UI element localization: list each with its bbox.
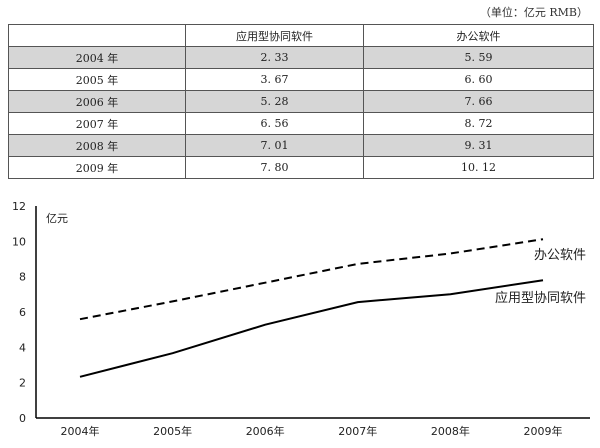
cell-office: 7. 66 [363,90,594,113]
y-tick-label: 6 [19,306,26,319]
cell-collab: 7. 01 [185,134,364,157]
x-tick-labels: 2004年 2005年 2006年 2007年 2008年 2009年 [61,424,563,438]
table-row: 2006 年 5. 28 7. 66 [8,90,594,113]
cell-year: 2007 年 [8,112,186,135]
x-tick-label: 2007年 [338,424,377,438]
y-tick-labels: 0 2 4 6 8 10 12 [12,200,26,425]
cell-year: 2004 年 [8,46,186,69]
cell-collab: 2. 33 [185,46,364,69]
unit-note: （单位：亿元 RMB） [479,6,588,19]
series-line-office [79,238,544,321]
table-row: 2008 年 7. 01 9. 31 [8,134,594,157]
series-lines [79,238,544,378]
header-year [8,24,186,47]
cell-year: 2009 年 [8,156,186,179]
cell-office: 6. 60 [363,68,594,91]
series-label: 应用型协同软件 [495,290,586,306]
cell-collab: 3. 67 [185,68,364,91]
header-office: 办公软件 [363,24,594,47]
table-row: 2007 年 6. 56 8. 72 [8,112,594,135]
cell-collab: 6. 56 [185,112,364,135]
cell-office: 9. 31 [363,134,594,157]
table-header-row: 应用型协同软件 办公软件 [8,24,594,47]
data-table: 应用型协同软件 办公软件 2004 年 2. 33 5. 59 2005 年 3… [8,24,594,179]
y-tick-label: 12 [12,200,26,213]
y-tick-label: 0 [19,412,26,425]
cell-year: 2005 年 [8,68,186,91]
cell-year: 2006 年 [8,90,186,113]
series-line-collab [79,279,544,378]
cell-office: 5. 59 [363,46,594,69]
x-tick-label: 2004年 [61,424,100,438]
y-tick-label: 8 [19,271,26,284]
y-tick-label: 4 [19,341,26,354]
cell-office: 10. 12 [363,156,594,179]
y-tick-label: 2 [19,377,26,390]
table-row: 2005 年 3. 67 6. 60 [8,68,594,91]
x-tick-label: 2008年 [431,424,470,438]
header-collab: 应用型协同软件 [185,24,364,47]
x-tick-label: 2005年 [153,424,192,438]
x-tick-label: 2006年 [246,424,285,438]
table-row: 2009 年 7. 80 10. 12 [8,156,594,179]
y-tick-label: 10 [12,235,26,248]
cell-office: 8. 72 [363,112,594,135]
x-tick-label: 2009年 [524,424,563,438]
series-label: 办公软件 [534,248,586,263]
cell-collab: 5. 28 [185,90,364,113]
table-row: 2004 年 2. 33 5. 59 [8,46,594,69]
y-axis-label: 亿元 [46,212,68,225]
cell-year: 2008 年 [8,134,186,157]
cell-collab: 7. 80 [185,156,364,179]
